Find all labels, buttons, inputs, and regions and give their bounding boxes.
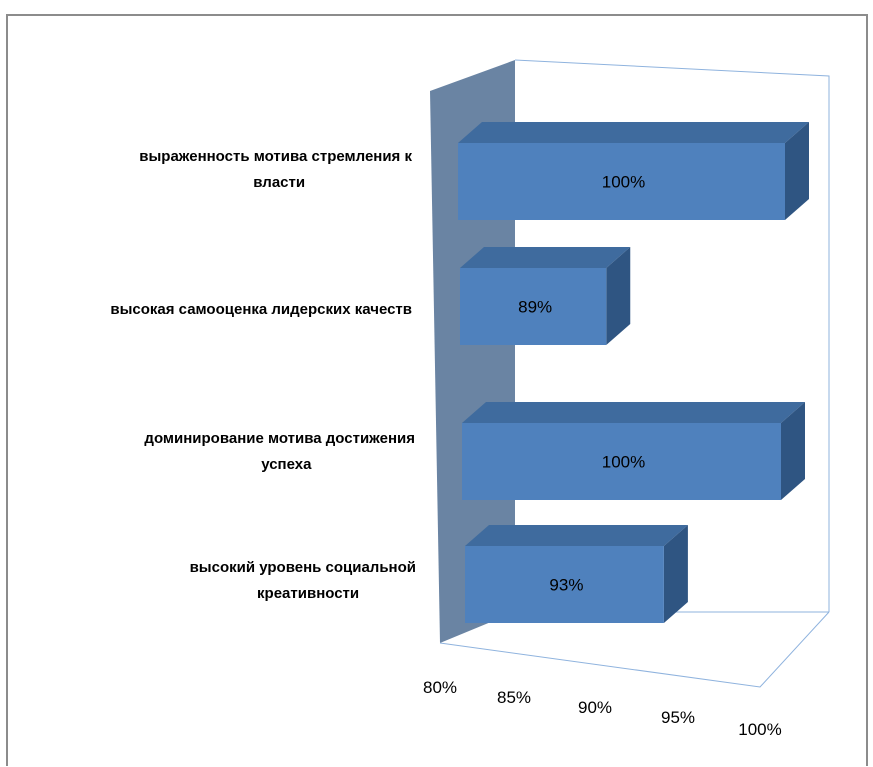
tick-label-0: 80%: [423, 678, 457, 697]
bar-top-0: [458, 122, 809, 143]
data-label-0: 100%: [602, 173, 645, 192]
category-label-3-1: креативности: [257, 585, 359, 602]
category-label-0-1: власти: [253, 174, 305, 191]
bar-top-3: [465, 525, 688, 546]
back-plane-outline: [514, 59, 830, 612]
data-label-3: 93%: [549, 576, 583, 595]
tick-label-1: 85%: [497, 688, 531, 707]
bar-3: [465, 546, 664, 623]
category-label-2-1: успеха: [261, 456, 312, 473]
tick-label-4: 100%: [738, 720, 781, 739]
tick-label-3: 95%: [661, 708, 695, 727]
data-label-2: 100%: [602, 453, 645, 472]
category-label-3-0: высокий уровень социальной: [190, 559, 416, 576]
bar-top-1: [460, 247, 631, 268]
floor-outline: [439, 611, 830, 688]
category-label-1-0: высокая самооценка лидерских качеств: [110, 301, 412, 318]
bar-side-3: [663, 525, 688, 623]
bar-top-2: [462, 402, 805, 423]
bar-side-2: [781, 402, 805, 500]
data-label-1: 89%: [518, 298, 552, 317]
category-label-2-0: доминирование мотива достижения: [144, 430, 415, 447]
bar-side-1: [606, 247, 631, 345]
bar-1: [460, 268, 607, 345]
bar-0: [458, 143, 785, 220]
bar-side-0: [785, 122, 809, 220]
category-label-0-0: выраженность мотива стремления к: [139, 148, 412, 165]
bar-2: [462, 423, 781, 500]
tick-label-2: 90%: [578, 698, 612, 717]
